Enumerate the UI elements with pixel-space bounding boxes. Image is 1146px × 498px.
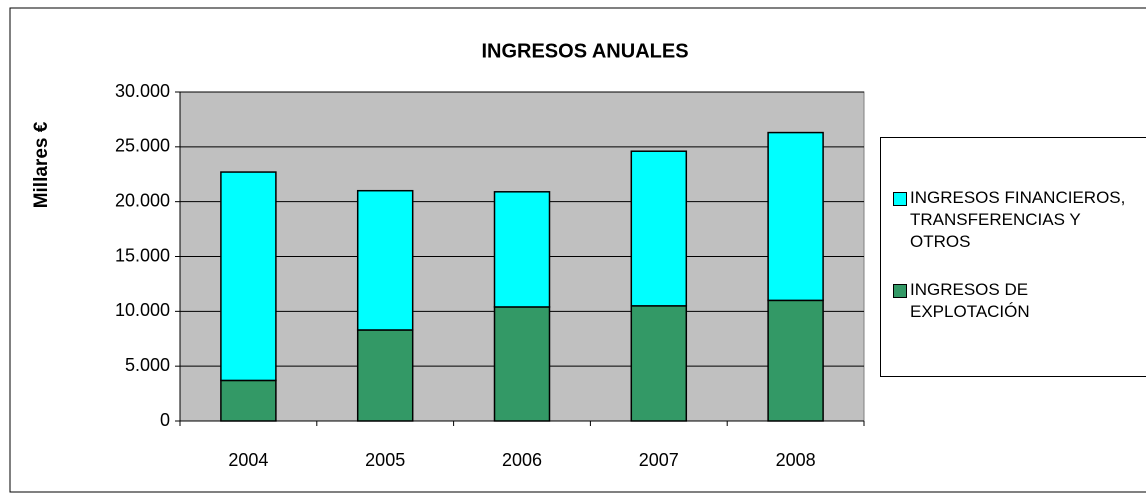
bar-segment bbox=[356, 189, 414, 331]
legend-label: INGRESOS DE EXPLOTACIÓN bbox=[910, 280, 1030, 321]
x-tick-label: 2005 bbox=[365, 450, 405, 470]
x-tick-label: 2004 bbox=[228, 450, 268, 470]
bar-segment bbox=[493, 191, 551, 308]
x-tick-label: 2007 bbox=[639, 450, 679, 470]
legend-entry: INGRESOS FINANCIEROS, TRANSFERENCIAS Y O… bbox=[893, 187, 1143, 253]
bar-segment bbox=[220, 171, 277, 382]
y-tick-label: 20.000 bbox=[115, 190, 170, 210]
y-tick-label: 5.000 bbox=[125, 355, 170, 375]
legend-label: INGRESOS FINANCIEROS, TRANSFERENCIAS Y O… bbox=[910, 188, 1126, 251]
bar-segment bbox=[630, 150, 688, 307]
y-axis-label: Millares € bbox=[31, 121, 52, 208]
legend: INGRESOS DE EXPLOTACIÓN INGRESOS FINANCIE… bbox=[880, 137, 1146, 377]
x-tick-label: 2006 bbox=[502, 450, 542, 470]
y-tick-label: 25.000 bbox=[115, 136, 170, 156]
legend-entry: INGRESOS DE EXPLOTACIÓN bbox=[893, 279, 1143, 323]
y-tick-label: 10.000 bbox=[115, 300, 170, 320]
y-tick-label: 0 bbox=[160, 410, 170, 430]
legend-swatch bbox=[893, 284, 907, 298]
y-tick-label: 15.000 bbox=[115, 245, 170, 265]
bar-segment bbox=[767, 131, 824, 302]
x-tick-label: 2008 bbox=[776, 450, 816, 470]
bar-segment bbox=[493, 306, 551, 422]
bar-segment bbox=[767, 299, 824, 422]
bar-segment bbox=[630, 305, 688, 422]
legend-swatch bbox=[893, 192, 907, 206]
chart-title: INGRESOS ANUALES bbox=[481, 40, 688, 62]
bar-segment bbox=[220, 379, 277, 422]
bar-segment bbox=[356, 329, 414, 422]
y-tick-label: 30.000 bbox=[115, 81, 170, 101]
